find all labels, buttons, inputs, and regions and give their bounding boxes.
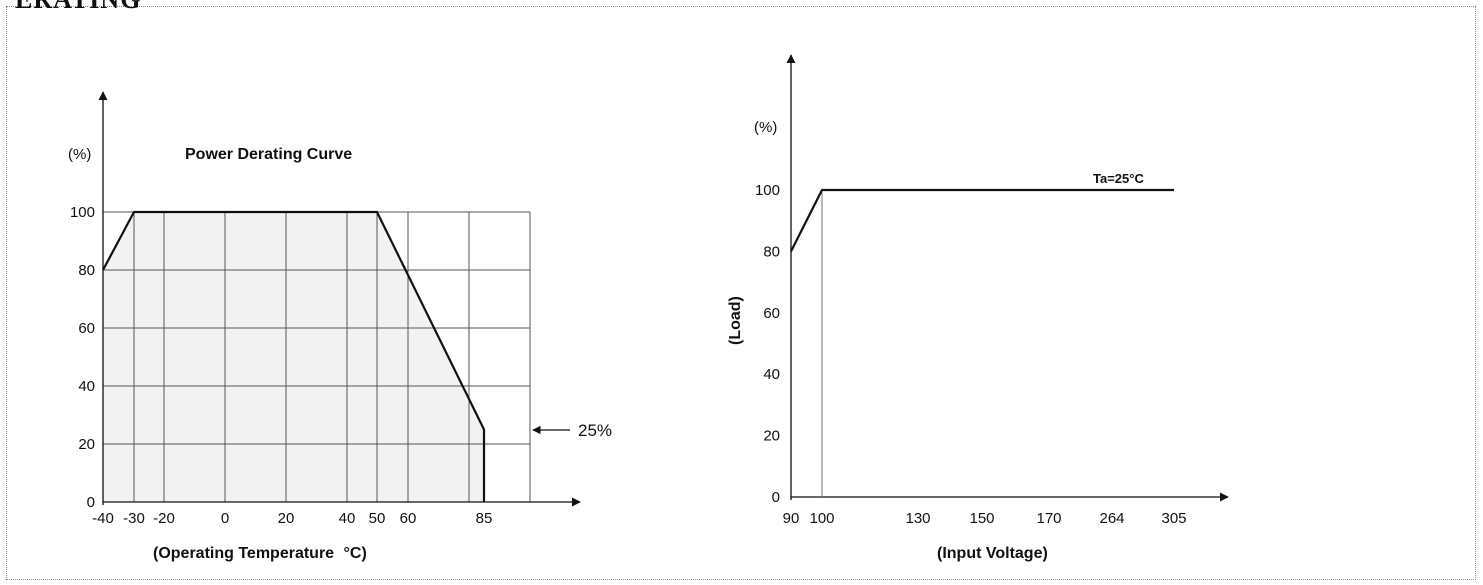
y-axis-unit: (%) [68, 146, 91, 163]
y-axis-label: (Load) [727, 296, 744, 345]
x-tick--40: -40 [92, 510, 114, 527]
load-curve [790, 188, 1174, 252]
y-tick-20: 20 [78, 436, 95, 453]
y-axis-unit: (%) [754, 119, 777, 136]
x-axis-label: (Operating Temperature °C) [153, 545, 367, 562]
x-tick-0: 0 [221, 510, 229, 527]
y-tick-100: 100 [755, 182, 780, 199]
y-tick-80: 80 [78, 262, 95, 279]
x-tick-60: 60 [400, 510, 417, 527]
x-tick--30: -30 [123, 510, 145, 527]
x-tick-90: 90 [783, 510, 800, 527]
derating-curve [102, 210, 486, 502]
y-tick-60: 60 [763, 305, 780, 322]
y-tick-0: 0 [772, 489, 780, 506]
annotation-ta: Ta=25°C [1093, 171, 1144, 186]
temperature-derating-chart: 0 20 40 60 80 100 -40 -30 -20 0 20 40 50 60 85 (%) Po… [68, 91, 612, 562]
x-tick-labels: -40 -30 -20 0 20 40 50 60 85 [92, 510, 492, 527]
y-tick-labels: 0 20 40 60 80 100 [70, 204, 95, 511]
x-tick-130: 130 [905, 510, 930, 527]
x-tick-305: 305 [1161, 510, 1186, 527]
y-tick-60: 60 [78, 320, 95, 337]
y-tick-0: 0 [87, 494, 95, 511]
figure-frame: ERATING [6, 0, 1476, 580]
x-tick-150: 150 [969, 510, 994, 527]
x-tick-40: 40 [339, 510, 356, 527]
x-tick-85: 85 [476, 510, 493, 527]
x-tick-100: 100 [809, 510, 834, 527]
x-tick-264: 264 [1099, 510, 1124, 527]
chart-title: Power Derating Curve [185, 146, 352, 163]
x-tick-50: 50 [369, 510, 386, 527]
x-tick-labels: 90 100 130 150 170 264 305 [783, 510, 1187, 527]
y-tick-40: 40 [763, 366, 780, 383]
annotation-25: 25% [532, 421, 612, 440]
x-axis-label-unit: °C) [344, 545, 367, 562]
section-heading: ERATING [15, 0, 141, 15]
y-tick-20: 20 [763, 428, 780, 445]
input-voltage-derating-chart: 0 20 40 60 80 100 90 100 130 150 170 264 305 (%) (L… [727, 54, 1229, 562]
x-tick-170: 170 [1036, 510, 1061, 527]
y-tick-80: 80 [763, 243, 780, 260]
y-tick-40: 40 [78, 378, 95, 395]
y-tick-100: 100 [70, 204, 95, 221]
x-tick-20: 20 [278, 510, 295, 527]
derating-area [103, 212, 484, 502]
annotation-label: 25% [578, 421, 612, 440]
x-tick--20: -20 [153, 510, 175, 527]
x-axis-label-text: (Operating Temperature [153, 545, 334, 562]
y-tick-labels: 0 20 40 60 80 100 [755, 182, 780, 506]
x-axis-label: (Input Voltage) [937, 545, 1048, 562]
